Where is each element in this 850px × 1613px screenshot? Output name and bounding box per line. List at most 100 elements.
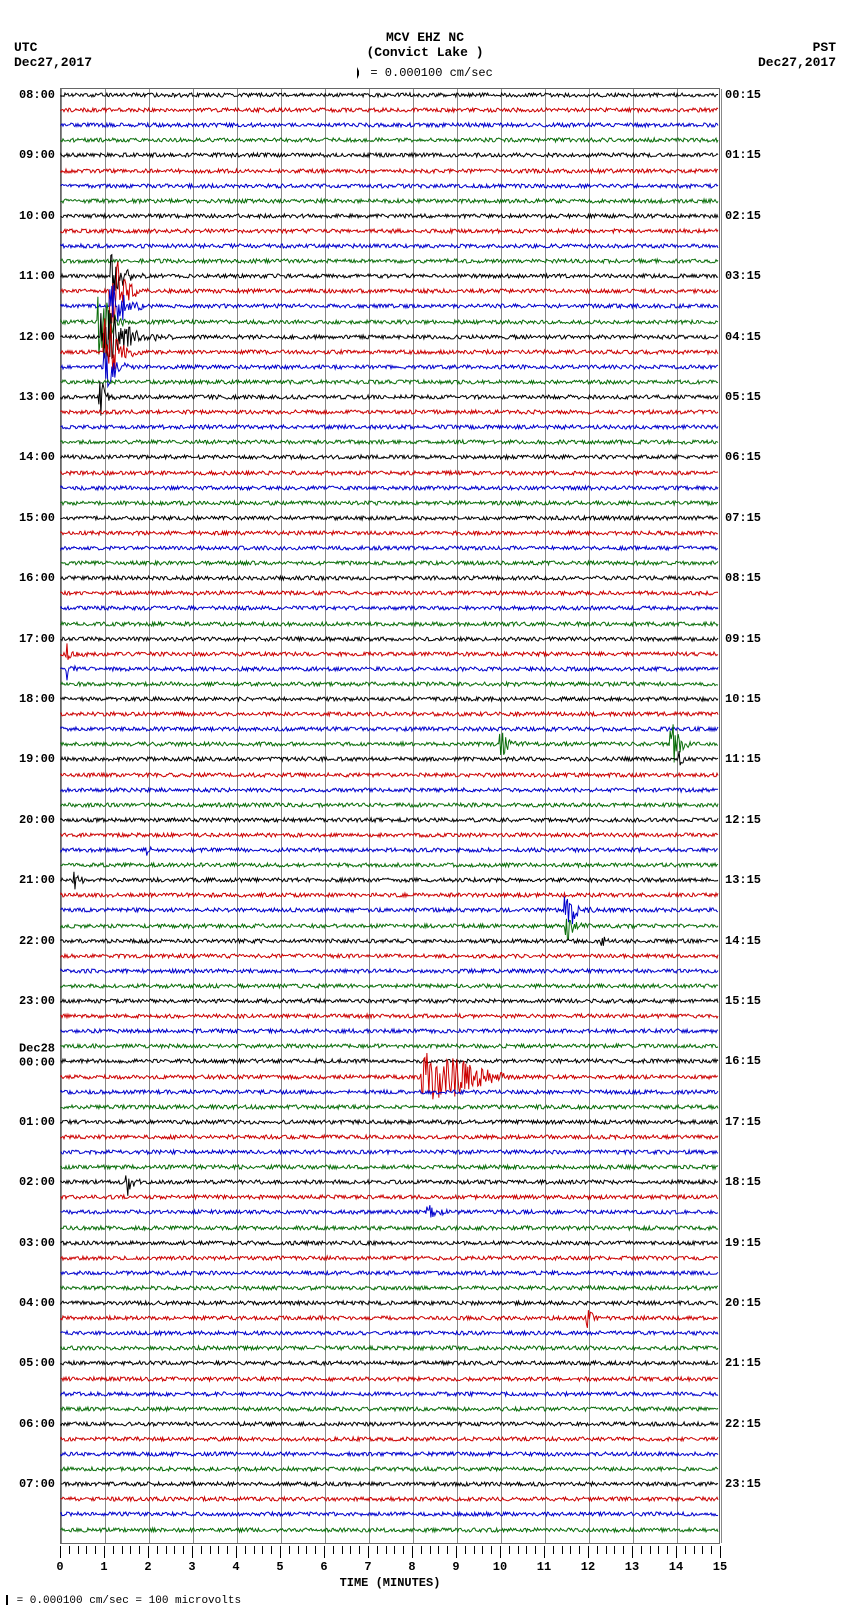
seismic-trace — [61, 1470, 719, 1590]
x-tick-label: 0 — [56, 1560, 63, 1574]
right-time-label: 12:15 — [725, 813, 761, 827]
right-timezone-label: PST Dec27,2017 — [758, 40, 836, 70]
left-time-label: 08:00 — [19, 88, 55, 102]
left-time-label: 03:00 — [19, 1236, 55, 1250]
right-time-label: 13:15 — [725, 873, 761, 887]
x-tick-minor — [421, 1546, 422, 1554]
seismogram-plot: 08:0000:1509:0001:1510:0002:1511:0003:15… — [60, 88, 720, 1544]
x-tick-label: 11 — [537, 1560, 551, 1574]
x-tick-minor — [218, 1546, 219, 1554]
x-tick — [412, 1546, 413, 1558]
x-tick — [280, 1546, 281, 1558]
x-tick-label: 3 — [188, 1560, 195, 1574]
x-tick-minor — [78, 1546, 79, 1554]
x-tick-minor — [606, 1546, 607, 1554]
x-tick-label: 14 — [669, 1560, 683, 1574]
x-tick-minor — [130, 1546, 131, 1554]
x-tick — [324, 1546, 325, 1558]
left-time-label: 11:00 — [19, 269, 55, 283]
right-time-label: 03:15 — [725, 269, 761, 283]
x-tick-minor — [430, 1546, 431, 1554]
x-tick-minor — [641, 1546, 642, 1554]
right-time-label: 08:15 — [725, 571, 761, 585]
x-tick-minor — [553, 1546, 554, 1554]
x-tick — [632, 1546, 633, 1558]
left-time-label: 10:00 — [19, 209, 55, 223]
right-time-label: 17:15 — [725, 1115, 761, 1129]
left-time-label: 21:00 — [19, 873, 55, 887]
x-tick-label: 8 — [408, 1560, 415, 1574]
x-tick-minor — [201, 1546, 202, 1554]
x-tick-label: 15 — [713, 1560, 727, 1574]
right-time-label: 11:15 — [725, 752, 761, 766]
x-tick-minor — [315, 1546, 316, 1554]
x-tick-label: 10 — [493, 1560, 507, 1574]
x-tick-minor — [526, 1546, 527, 1554]
x-axis-title: TIME (MINUTES) — [60, 1576, 720, 1590]
x-tick-minor — [95, 1546, 96, 1554]
x-tick-minor — [702, 1546, 703, 1554]
x-tick-minor — [597, 1546, 598, 1554]
x-tick-minor — [183, 1546, 184, 1554]
x-tick-minor — [685, 1546, 686, 1554]
x-tick — [544, 1546, 545, 1558]
left-time-label: 16:00 — [19, 571, 55, 585]
x-tick-minor — [658, 1546, 659, 1554]
x-tick-minor — [386, 1546, 387, 1554]
right-time-label: 00:15 — [725, 88, 761, 102]
x-tick-minor — [113, 1546, 114, 1554]
left-time-label: 17:00 — [19, 632, 55, 646]
x-tick-minor — [342, 1546, 343, 1554]
x-tick-label: 1 — [100, 1560, 107, 1574]
x-tick-label: 5 — [276, 1560, 283, 1574]
x-tick — [148, 1546, 149, 1558]
x-tick — [500, 1546, 501, 1558]
x-tick — [192, 1546, 193, 1558]
right-time-label: 18:15 — [725, 1175, 761, 1189]
right-time-label: 07:15 — [725, 511, 761, 525]
left-time-label: 14:00 — [19, 450, 55, 464]
x-tick-minor — [262, 1546, 263, 1554]
x-tick — [456, 1546, 457, 1558]
x-tick-minor — [518, 1546, 519, 1554]
x-tick-minor — [438, 1546, 439, 1554]
gridline-vertical — [721, 89, 722, 1543]
x-tick-minor — [482, 1546, 483, 1554]
right-time-label: 06:15 — [725, 450, 761, 464]
x-tick — [368, 1546, 369, 1558]
x-tick-minor — [623, 1546, 624, 1554]
x-tick-minor — [447, 1546, 448, 1554]
left-time-label: 20:00 — [19, 813, 55, 827]
x-tick-minor — [298, 1546, 299, 1554]
right-time-label: 19:15 — [725, 1236, 761, 1250]
x-tick-minor — [289, 1546, 290, 1554]
left-time-label: 13:00 — [19, 390, 55, 404]
x-tick-label: 2 — [144, 1560, 151, 1574]
x-tick-minor — [254, 1546, 255, 1554]
x-tick-label: 12 — [581, 1560, 595, 1574]
x-tick-minor — [210, 1546, 211, 1554]
x-tick — [588, 1546, 589, 1558]
right-time-label: 20:15 — [725, 1296, 761, 1310]
x-tick-minor — [535, 1546, 536, 1554]
x-tick-minor — [333, 1546, 334, 1554]
right-time-label: 04:15 — [725, 330, 761, 344]
x-tick-minor — [667, 1546, 668, 1554]
x-tick-minor — [122, 1546, 123, 1554]
footer-scale: = 0.000100 cm/sec = 100 microvolts — [6, 1595, 241, 1607]
x-tick-minor — [245, 1546, 246, 1554]
left-time-label: 18:00 — [19, 692, 55, 706]
right-time-label: 16:15 — [725, 1054, 761, 1068]
left-time-label: 07:00 — [19, 1477, 55, 1491]
x-tick-minor — [650, 1546, 651, 1554]
left-time-label: 12:00 — [19, 330, 55, 344]
left-time-label: Dec2800:00 — [19, 1042, 55, 1070]
x-tick-minor — [465, 1546, 466, 1554]
x-tick — [104, 1546, 105, 1558]
left-time-label: 04:00 — [19, 1296, 55, 1310]
x-tick — [720, 1546, 721, 1558]
right-time-label: 23:15 — [725, 1477, 761, 1491]
x-tick-minor — [157, 1546, 158, 1554]
x-tick-minor — [377, 1546, 378, 1554]
left-time-label: 09:00 — [19, 148, 55, 162]
